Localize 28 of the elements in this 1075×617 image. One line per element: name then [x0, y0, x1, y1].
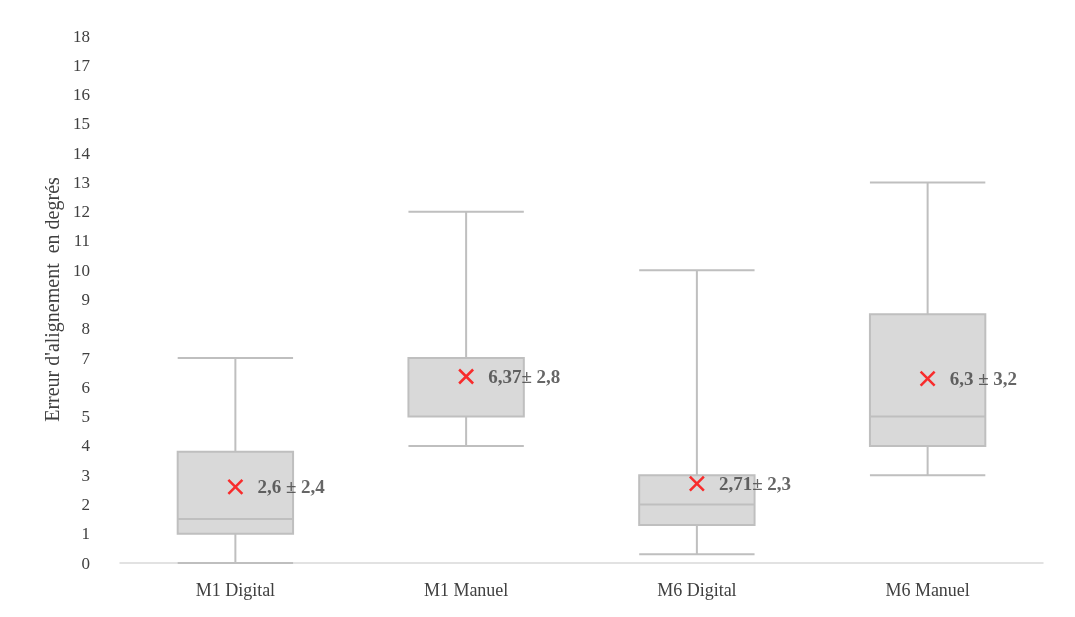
annotation: 6,3 ± 3,2 — [949, 368, 1018, 390]
y-tick-label: 9 — [81, 290, 90, 309]
y-tick-label: 14 — [73, 143, 91, 163]
x-tick-label: M1 Digital — [195, 580, 276, 600]
annotation: 2,6 ± 2,4 — [257, 476, 326, 498]
y-tick-label: 18 — [73, 26, 90, 46]
y-tick-label: 3 — [81, 465, 90, 485]
x-tick-label: M1 Manuel — [423, 580, 509, 600]
annotation: 6,37± 2,8 — [488, 366, 561, 387]
y-tick-label: 2 — [81, 494, 90, 514]
y-axis-title: Erreur d'alignement en degrés — [41, 176, 65, 422]
y-tick-label: 8 — [81, 319, 90, 339]
y-tick-label: 1 — [81, 524, 90, 544]
y-tick-label: 0 — [81, 553, 90, 573]
y-tick-label: 17 — [73, 55, 91, 75]
y-tick-label: 11 — [73, 231, 90, 251]
annotation: 2,71± 2,3 — [718, 473, 792, 495]
x-tick-label: M6 Digital — [657, 580, 737, 600]
y-tick-label: 4 — [81, 436, 91, 456]
x-tick-label: M6 Manuel — [885, 580, 970, 600]
y-tick-label: 12 — [73, 202, 90, 222]
y-tick-label: 16 — [73, 85, 90, 105]
y-tick-label: 6 — [81, 377, 90, 397]
y-tick-label: 7 — [81, 348, 91, 368]
y-tick-label: 15 — [73, 114, 90, 134]
y-tick-label: 10 — [73, 260, 90, 280]
y-tick-label: 13 — [73, 172, 90, 192]
y-tick-label: 5 — [81, 407, 90, 427]
